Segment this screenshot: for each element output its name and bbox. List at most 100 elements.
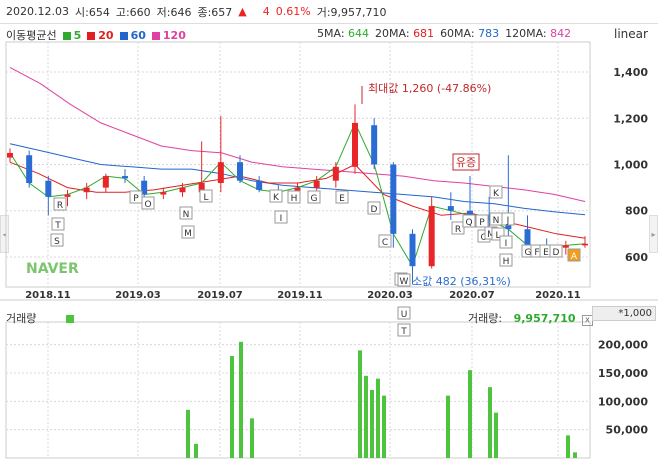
volume-bar <box>573 452 577 458</box>
open-value: :654 <box>85 5 110 19</box>
candle-body <box>217 162 224 183</box>
open-label: 시 <box>74 5 86 19</box>
event-tag-box <box>462 214 476 228</box>
event-tag-box <box>179 206 193 220</box>
event-letter-tag: K <box>273 193 280 203</box>
x-tick-label: 2019.07 <box>197 290 243 301</box>
volume-bar <box>494 412 498 458</box>
event-letter-tag: K <box>493 189 500 199</box>
event-letter-tag: U <box>401 310 408 320</box>
candle-body <box>313 180 320 188</box>
ma-legend-5[interactable]: 5 <box>62 29 81 42</box>
volume-legend-title: 거래량 <box>6 312 37 325</box>
event-letter-tag: G <box>311 194 318 204</box>
low-value: :646 <box>166 5 192 19</box>
volume-bar <box>239 341 243 458</box>
event-letter-tag: H <box>503 257 510 267</box>
min-annotation: 소값 482 (36,31%) <box>412 275 511 288</box>
volume-bars <box>186 341 577 458</box>
axes: 1,400 1,200 1,000 800 600 200,000 150,000 100,0… <box>25 66 648 437</box>
close-label: 종 <box>197 5 208 19</box>
event-tag-box <box>141 196 155 210</box>
event-letter-tag: N <box>493 216 500 226</box>
event-tag-box <box>501 212 515 226</box>
volume-plot-frame <box>5 321 591 459</box>
x-tick-label: 2019.11 <box>277 290 323 301</box>
event-letter-tag: P <box>479 218 485 228</box>
candle-body <box>524 229 531 246</box>
event-letter-tag: Q <box>465 218 472 228</box>
ma120-swatch <box>151 31 160 40</box>
high-label: 고 <box>115 5 126 19</box>
candle-body <box>141 180 148 195</box>
volume-unit: *1,000 <box>592 306 656 321</box>
event-letter-tag: M <box>487 230 495 240</box>
candle-body <box>237 162 243 181</box>
quote-date: 2020.12.03 <box>6 5 69 18</box>
event-letter-tag: I <box>505 239 508 249</box>
volume-bar <box>566 435 570 458</box>
ma5-swatch <box>62 31 71 40</box>
quote-header: 2020.12.03 시:654 고:660 저:646 종:657 ▲ 4 0… <box>0 0 658 24</box>
scroll-left-icon[interactable]: ◂ <box>0 215 9 253</box>
event-letter-tag: O <box>144 200 151 210</box>
candle-body <box>486 215 493 220</box>
low-label: 저 <box>156 5 167 19</box>
candle-body <box>256 180 263 190</box>
ma120-label: 120MA: <box>505 27 547 40</box>
event-tag-box <box>199 189 213 203</box>
event-tag-box <box>397 273 411 287</box>
ma-legend-20[interactable]: 20 <box>87 29 114 42</box>
volume-bar <box>358 350 362 458</box>
event-letter-tag: P <box>133 194 139 204</box>
price-tick-label: 1,200 <box>613 112 648 125</box>
volume-swatch <box>66 315 75 323</box>
candle-body <box>160 192 167 195</box>
event-letter-tag: E <box>339 194 345 204</box>
volume-bar <box>382 395 386 458</box>
event-letter-tag: H <box>291 194 298 204</box>
ma5-label: 5MA: <box>317 27 345 40</box>
event-letter-tag: J <box>506 216 510 226</box>
candle-body <box>294 187 301 193</box>
volume-bar <box>446 395 450 458</box>
event-tag-box <box>499 253 513 267</box>
event-letter-tag: I <box>280 214 283 224</box>
candle-body <box>428 206 435 267</box>
candle-body <box>562 245 569 248</box>
event-letter-tag: G <box>525 248 532 258</box>
event-letter-tag: O <box>480 233 487 243</box>
candle-body <box>409 233 416 267</box>
event-letter-tag: C <box>382 238 388 248</box>
event-letter-tag: D <box>553 248 560 258</box>
ma-legend-60[interactable]: 60 <box>119 29 146 42</box>
x-tick-label: 2020.07 <box>449 290 495 301</box>
candle-body <box>26 155 33 183</box>
volume-label: 거 <box>316 5 327 19</box>
event-letter-tag: A <box>571 252 578 262</box>
ma60-label: 60MA: <box>440 27 475 40</box>
volume-tick-label: 150,000 <box>598 367 648 380</box>
ma5-value: 644 <box>348 27 370 40</box>
event-letter-tag: M <box>184 229 192 239</box>
event-tag-box <box>53 197 67 211</box>
event-tag-box <box>397 323 411 337</box>
volume-readout: 거래량: 9,957,710 x <box>468 310 594 326</box>
ma120-value: 842 <box>550 27 572 40</box>
ma-legend-120[interactable]: 120 <box>151 29 186 42</box>
scale-toggle[interactable]: linear <box>614 27 648 41</box>
event-letter-tag: R <box>57 201 63 211</box>
ma60-line <box>9 143 586 216</box>
candle-body <box>64 194 71 197</box>
event-tag-box <box>475 214 489 228</box>
ma60-value: 783 <box>478 27 500 40</box>
volume-bar <box>468 370 472 458</box>
event-tag-box <box>567 248 581 262</box>
candle-body <box>122 176 128 179</box>
volume-value: :9,957,710 <box>326 5 387 19</box>
max-annotation: 최대값 1,260 (-47.86%) <box>368 82 491 95</box>
candle-body <box>390 164 397 234</box>
event-tag-box <box>51 217 65 231</box>
